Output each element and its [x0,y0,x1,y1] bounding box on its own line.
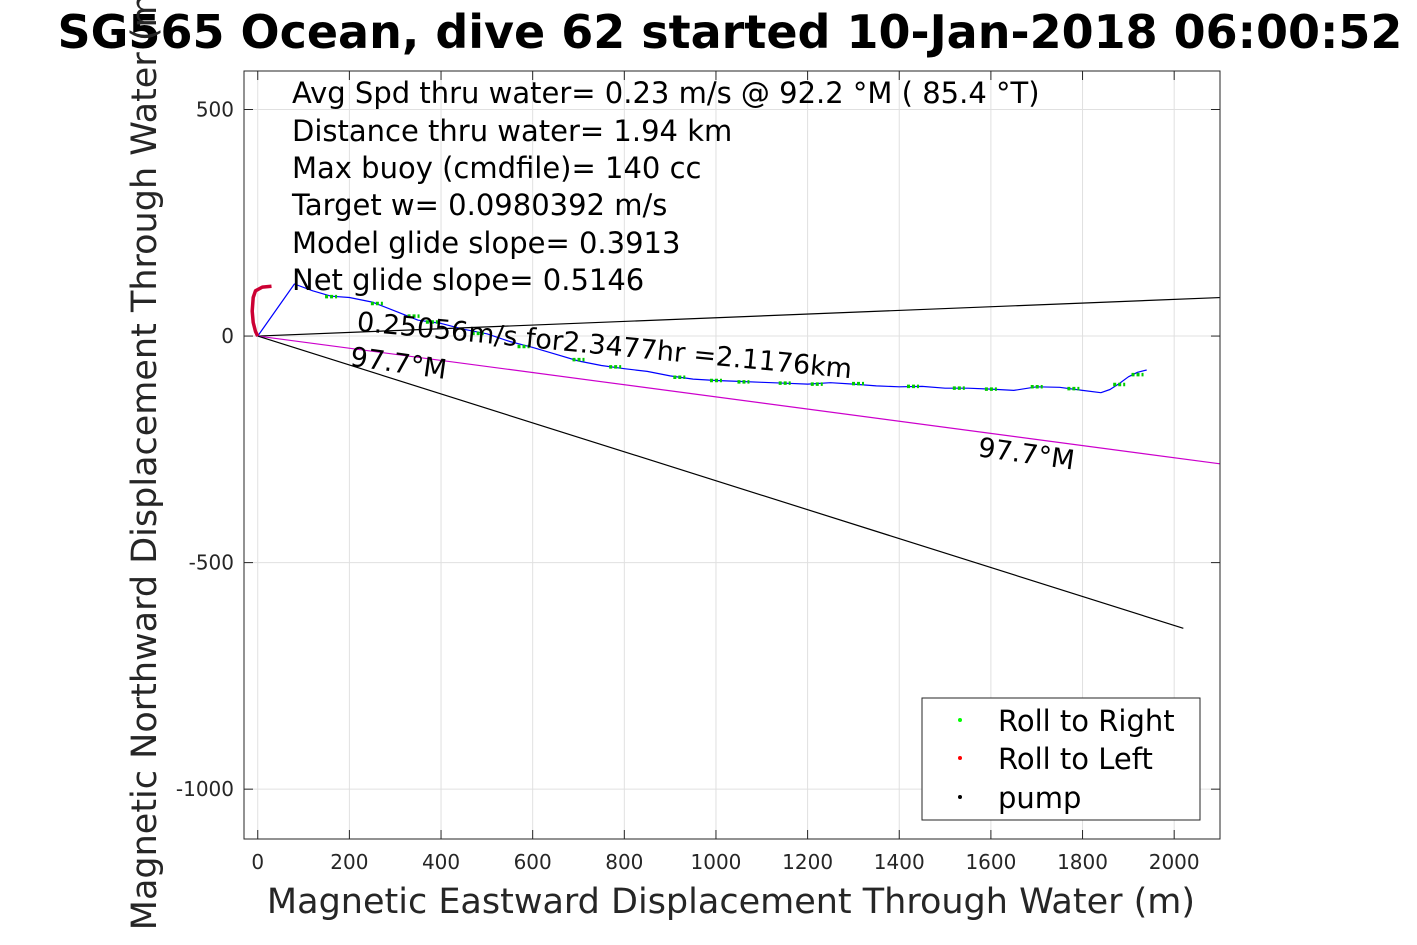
legend-marker-pump [958,795,962,799]
legend-label-pump: pump [998,781,1081,815]
legend-label-roll-right: Roll to Right [998,704,1175,738]
info-text-block: Avg Spd thru water= 0.23 m/s @ 92.2 °M (… [291,76,1040,297]
x-tick-label: 200 [330,850,368,874]
x-tick-label: 1800 [1057,850,1108,874]
roll-right-markers [325,294,1144,391]
reference-line-heading [257,335,1221,465]
legend-marker-roll-left [958,756,962,760]
reference-lines [257,296,1221,629]
x-tick-label: 2000 [1149,850,1200,874]
x-axis-label: Magnetic Eastward Displacement Through W… [267,882,1195,922]
x-tick-label: 1200 [782,850,833,874]
info-line-model-glide: Model glide slope= 0.3913 [292,226,680,260]
reference-line-lower [257,335,1184,629]
info-line-target-w: Target w= 0.0980392 m/s [291,188,667,222]
x-tick-label: 600 [514,850,552,874]
legend: Roll to Right Roll to Left pump [921,697,1201,821]
y-tick-label: -1000 [176,777,234,801]
x-tick-label: 1000 [691,850,742,874]
info-line-avg-speed: Avg Spd thru water= 0.23 m/s @ 92.2 °M (… [292,76,1040,110]
y-tick-label: 500 [196,98,234,122]
legend-label-roll-left: Roll to Left [998,742,1153,776]
info-line-distance: Distance thru water= 1.94 km [292,114,732,148]
y-tick-label: 0 [221,324,234,348]
x-tick-label: 0 [251,850,264,874]
x-tick-label: 1400 [874,850,925,874]
axis-ticks: 0 200 400 600 800 1000 1200 1400 1600 1800 2000 500… [176,71,1220,874]
reference-line-upper [257,296,1221,337]
chart-title: SG565 Ocean, dive 62 started 10-Jan-2018… [58,5,1403,59]
y-axis-label: Magnetic Northward Displacement Through … [125,0,165,930]
x-tick-label: 800 [605,850,643,874]
y-tick-label: -500 [189,551,234,575]
info-line-max-buoy: Max buoy (cmdfile)= 140 cc [292,151,701,185]
series-line-roll-to-left [250,284,272,337]
info-line-net-glide: Net glide slope= 0.5146 [292,263,644,297]
plot-frame [243,70,1221,840]
x-tick-label: 1600 [965,850,1016,874]
legend-box [921,697,1201,821]
legend-marker-roll-right [958,718,962,722]
x-tick-label: 400 [422,850,460,874]
